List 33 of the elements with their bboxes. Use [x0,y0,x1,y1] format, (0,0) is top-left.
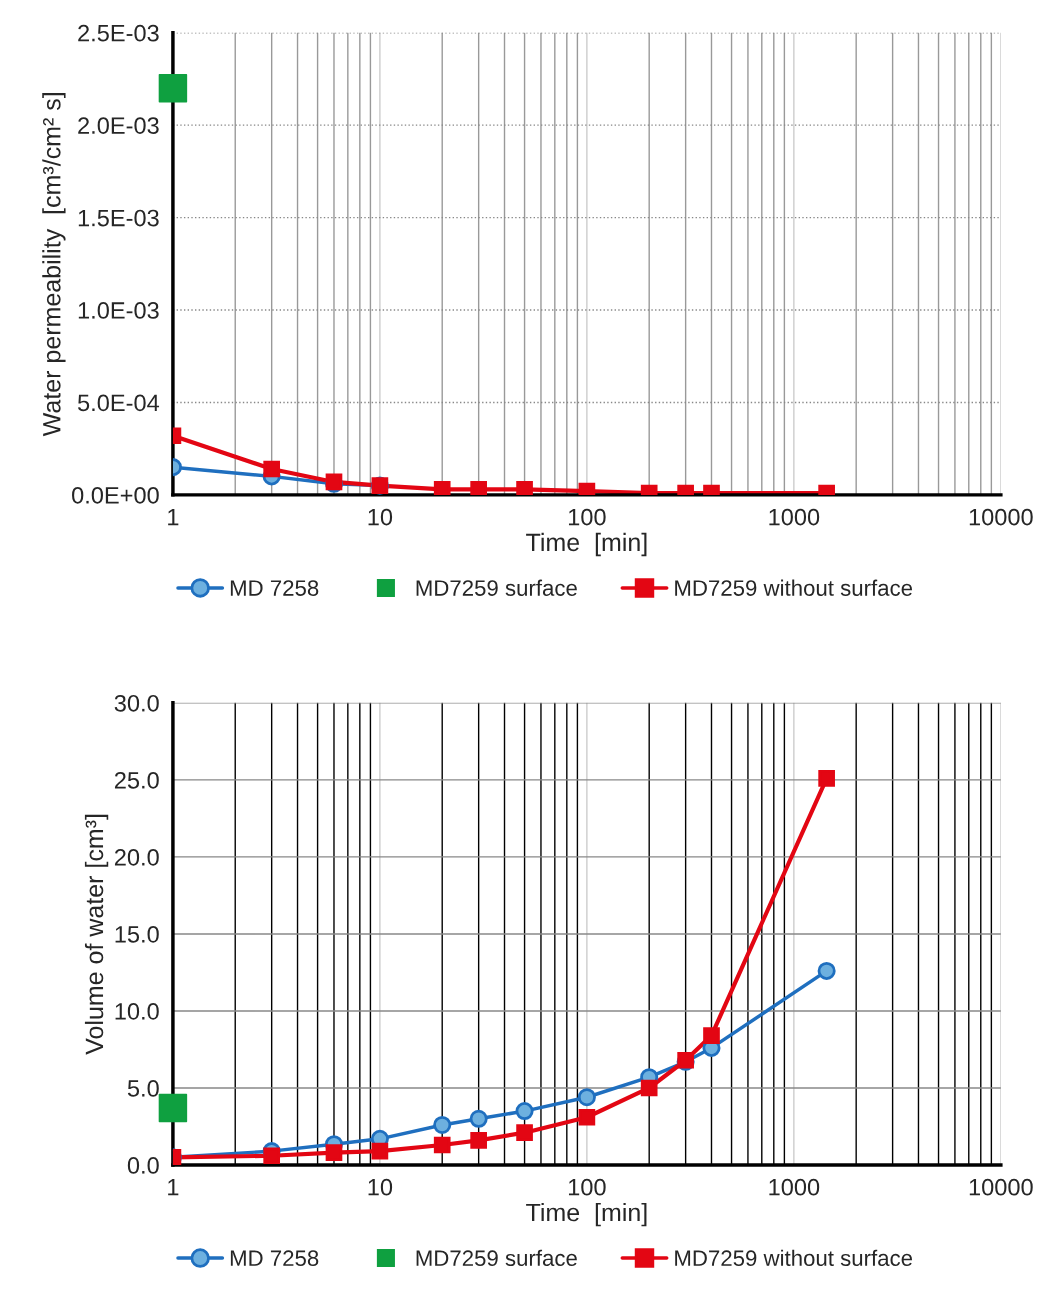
x-tick-label: 10 [368,1178,393,1196]
x-axis-title: Time [min] [526,532,647,557]
y-tick-label: 30.0 [114,694,159,712]
y-tick-label: 15.0 [115,926,159,943]
x-tick-label: 10 [368,508,393,526]
y-tick-label: 25.0 [114,771,159,789]
y-axis-title: Volume of water [cm³] [84,814,109,1055]
y-tick-label: 10.0 [115,1003,159,1020]
x-tick-label: 10000 [969,508,1033,526]
x-tick-label: 10000 [969,1178,1033,1196]
x-axis-title: Time [min] [526,1202,647,1227]
y-tick-label: 5.0 [127,1080,159,1097]
x-tick-label: 100 [568,508,606,526]
y-tick-label: 1.0E-03 [78,302,159,319]
x-tick-label: 1000 [769,508,820,526]
y-tick-label: 2.0E-03 [78,117,159,134]
y-tick-label: 2.5E-03 [78,24,159,42]
legend-label: MD 7258 [230,580,319,596]
x-tick-label: 100 [568,1178,606,1196]
legend-label: MD 7258 [230,1250,319,1267]
legend-label: MD7259 surface [416,1249,577,1267]
y-axis-title: Water permeability [cm³/cm² s] [42,93,66,437]
legend-label: MD7259 surface [416,579,577,596]
legend-label: MD7259 without surface [675,579,913,596]
y-tick-label: 5.0E-04 [77,394,160,412]
y-tick-label: 20.0 [114,848,159,866]
y-tick-label: 1.5E-03 [78,209,159,227]
x-tick-label: 1000 [769,1178,820,1196]
legend-label: MD7259 without surface [675,1249,913,1267]
y-tick-label: 0.0E+00 [72,486,159,504]
x-tick-label: 1 [168,1179,179,1196]
y-tick-label: 0.0 [127,1157,159,1174]
x-tick-label: 1 [168,508,179,526]
